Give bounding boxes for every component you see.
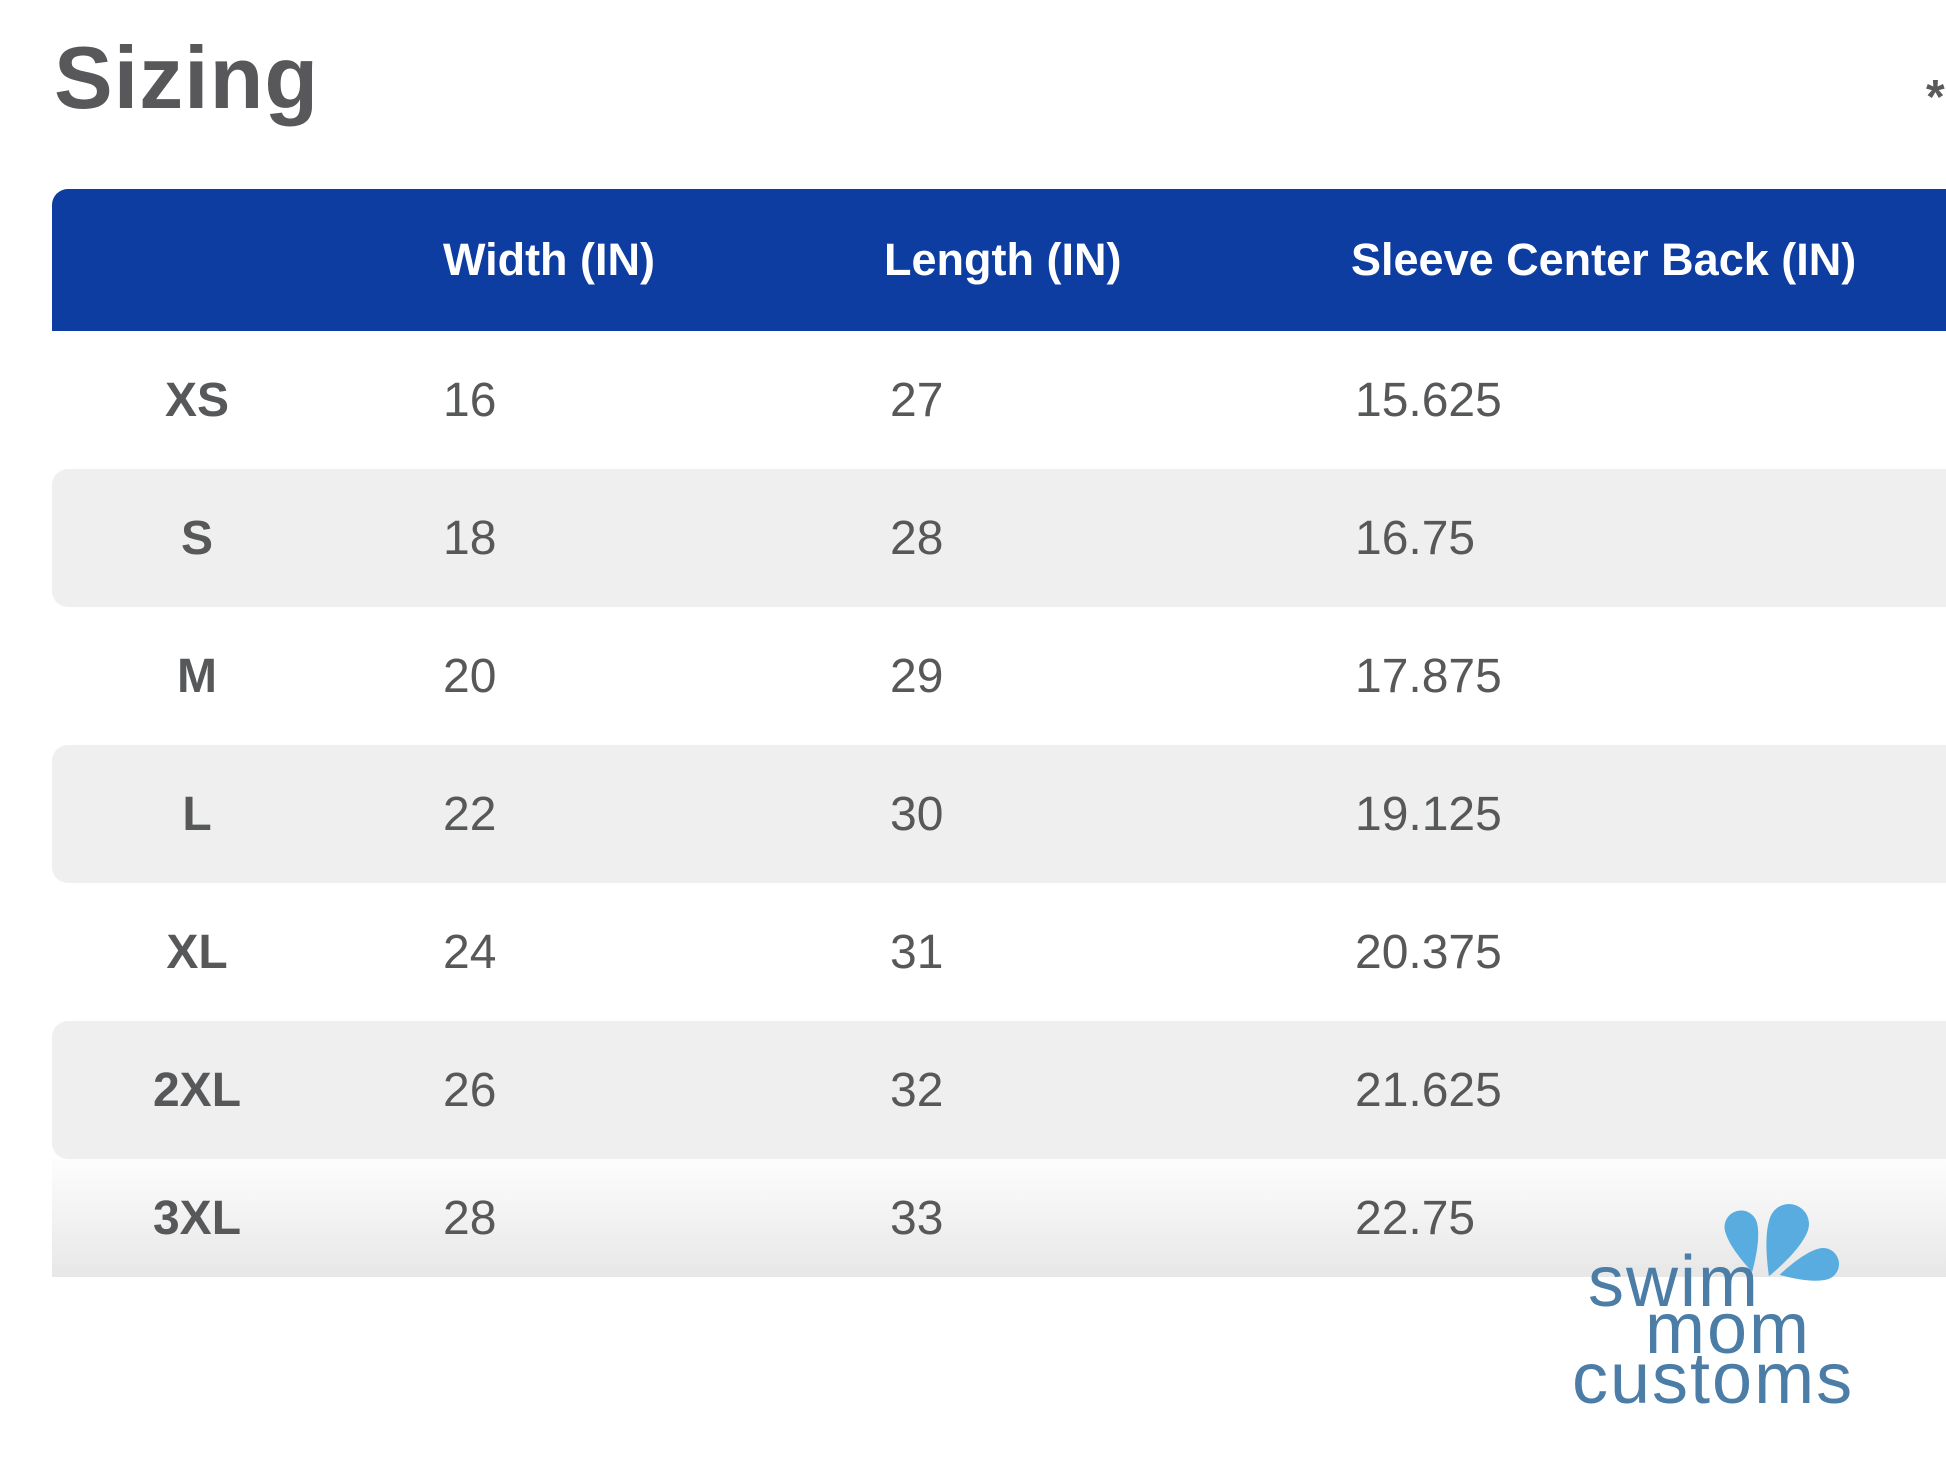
size-label: S [180,511,213,565]
page-title: Sizing [54,28,320,127]
table-row-xl: XL 24 31 20.375 [52,883,1946,1021]
width-value: 22 [443,787,497,841]
column-header-width: Width (IN) [443,234,656,285]
length-value: 27 [890,373,944,427]
width-value: 28 [443,1191,497,1245]
column-header-sleeve: Sleeve Center Back (IN) [1351,234,1857,285]
footnote-marker: * [1926,71,1945,124]
table-row-s: S 18 28 16.75 [52,469,1946,607]
size-label: 2XL [152,1063,242,1117]
width-value: 24 [443,925,497,979]
logo-text-customs: customs [1572,1339,1855,1419]
width-value: 16 [443,373,497,427]
sleeve-value: 20.375 [1355,925,1502,979]
sleeve-value: 19.125 [1355,787,1502,841]
size-label: XL [166,925,228,979]
size-label: 3XL [152,1191,242,1245]
length-value: 33 [890,1191,944,1245]
table-row-xs: XS 16 27 15.625 [52,331,1946,469]
width-value: 26 [443,1063,497,1117]
table-row-l: L 22 30 19.125 [52,745,1946,883]
length-value: 28 [890,511,944,565]
sleeve-value: 22.75 [1355,1191,1476,1245]
sizing-table[interactable]: Width (IN) Length (IN) Sleeve Center Bac… [52,189,1946,1277]
width-value: 18 [443,511,497,565]
sleeve-value: 15.625 [1355,373,1502,427]
length-value: 30 [890,787,944,841]
table-row-2xl: 2XL 26 32 21.625 [52,1021,1946,1159]
table-row-3xl: 3XL 28 33 22.75 [52,1159,1946,1277]
size-label: M [177,649,217,703]
water-splash-icon [1724,1204,1839,1281]
logo-text-mom: mom [1645,1289,1811,1369]
logo-text-swim: swim [1588,1242,1760,1322]
width-value: 20 [443,649,497,703]
sleeve-value: 21.625 [1355,1063,1502,1117]
length-value: 31 [890,925,944,979]
column-header-length: Length (IN) [884,234,1122,285]
table-row-m: M 20 29 17.875 [52,607,1946,745]
length-value: 32 [890,1063,944,1117]
table-header-row: Width (IN) Length (IN) Sleeve Center Bac… [52,189,1946,331]
length-value: 29 [890,649,944,703]
sleeve-value: 16.75 [1355,511,1476,565]
sleeve-value: 17.875 [1355,649,1502,703]
size-label: XS [164,373,230,427]
size-label: L [182,787,212,841]
